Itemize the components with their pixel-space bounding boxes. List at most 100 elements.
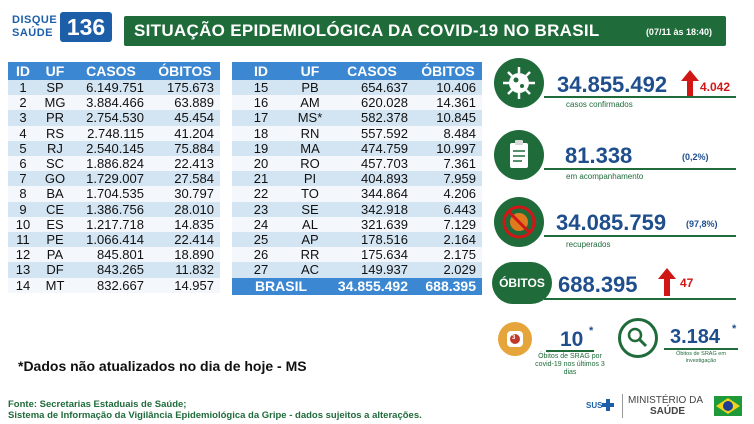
table-row: 21 PI 404.893 7.959 xyxy=(232,171,482,187)
investigation-label: Óbitos de SRAG em investigação xyxy=(676,351,726,364)
cell-uf: AC xyxy=(290,262,330,278)
table-row: 8 BA 1.704.535 30.797 xyxy=(8,186,220,202)
states-table-right: ID UF CASOS ÓBITOS 15 PB 654.637 10.406 16 AM… xyxy=(232,62,482,295)
cell-uf: MT xyxy=(38,277,72,293)
cell-obitos: 14.835 xyxy=(150,216,220,233)
divider xyxy=(544,298,736,300)
table-row: 18 RN 557.592 8.484 xyxy=(232,125,482,141)
cell-casos: 845.801 xyxy=(72,247,150,263)
cell-obitos: 10.997 xyxy=(414,140,482,157)
cell-uf: PR xyxy=(38,110,72,126)
cell-casos: 1.704.535 xyxy=(72,186,150,202)
cell-uf: SE xyxy=(290,201,330,217)
col-casos: CASOS xyxy=(72,62,150,80)
recovered-value: 34.085.759 xyxy=(556,210,667,235)
table-row: 3 PR 2.754.530 45.454 xyxy=(8,110,220,126)
logo-divider xyxy=(622,394,623,418)
cell-id: 15 xyxy=(232,80,290,96)
cell-obitos: 2.029 xyxy=(414,262,482,278)
sus-label: SUS xyxy=(586,401,603,410)
disque-saude-logo: DISQUE SAÚDE 136 xyxy=(8,12,112,44)
cell-obitos: 175.673 xyxy=(150,80,220,96)
table-row: 20 RO 457.703 7.361 xyxy=(232,156,482,172)
cell-id: 21 xyxy=(232,171,290,187)
table-row: 11 PE 1.066.414 22.414 xyxy=(8,232,220,248)
cell-uf: AP xyxy=(290,232,330,248)
ministry-logo: SUS MINISTÉRIO DA SAÚDE xyxy=(586,394,746,418)
cell-obitos: 28.010 xyxy=(150,201,220,217)
deaths-value: 688.395 xyxy=(558,272,638,297)
cell-id: 19 xyxy=(232,140,290,157)
cell-casos: 2.754.530 xyxy=(72,110,150,126)
cell-obitos: 10.845 xyxy=(414,110,482,126)
investigation-mark: * xyxy=(732,323,737,335)
table-row: 15 PB 654.637 10.406 xyxy=(232,80,482,96)
cell-id: 5 xyxy=(8,140,38,157)
cell-uf: RO xyxy=(290,156,330,172)
cell-casos: 474.759 xyxy=(330,140,414,157)
table-header: ID UF CASOS ÓBITOS xyxy=(232,62,482,80)
cell-id: 4 xyxy=(8,125,38,141)
cell-id: 2 xyxy=(8,95,38,111)
cell-uf: RN xyxy=(290,125,330,141)
cell-casos: 620.028 xyxy=(330,95,414,111)
cell-obitos: 41.204 xyxy=(150,125,220,141)
col-casos: CASOS xyxy=(330,62,414,80)
cell-id: 17 xyxy=(232,110,290,126)
divider xyxy=(664,348,738,350)
cell-casos: 6.149.751 xyxy=(72,80,150,96)
cell-id: 27 xyxy=(232,262,290,278)
cell-uf: PA xyxy=(38,247,72,263)
cell-obitos: 11.832 xyxy=(150,262,220,278)
divider xyxy=(544,96,736,98)
virus-icon xyxy=(494,58,544,108)
recovered-label: recuperados xyxy=(566,240,611,249)
table-row: 25 AP 178.516 2.164 xyxy=(232,232,482,248)
cell-uf: AM xyxy=(290,95,330,111)
cell-uf: BA xyxy=(38,186,72,202)
cell-id: 18 xyxy=(232,125,290,141)
cell-id: 22 xyxy=(232,186,290,202)
cell-obitos: 6.443 xyxy=(414,201,482,217)
cell-uf: MA xyxy=(290,140,330,157)
cell-id: 6 xyxy=(8,156,38,172)
cell-uf: PE xyxy=(38,232,72,248)
brazil-flag-icon xyxy=(714,396,742,416)
logo-number: 136 xyxy=(60,12,112,42)
deaths-badge: ÓBITOS xyxy=(492,262,552,304)
cell-obitos: 7.129 xyxy=(414,216,482,233)
up-arrow-icon xyxy=(658,268,676,296)
cell-casos: 149.937 xyxy=(330,262,414,278)
divider xyxy=(544,235,736,237)
footer-line1: Fonte: Secretarias Estaduais de Saúde; xyxy=(8,399,187,410)
cell-id: 16 xyxy=(232,95,290,111)
cell-id: 24 xyxy=(232,216,290,233)
monitoring-pct: (0,2%) xyxy=(682,152,709,162)
cell-uf: MS* xyxy=(290,110,330,126)
confirmed-value: 34.855.492 xyxy=(557,72,668,97)
cell-obitos: 22.414 xyxy=(150,232,220,248)
cell-uf: ES xyxy=(38,216,72,233)
cell-uf: TO xyxy=(290,186,330,202)
table-row: 10 ES 1.217.718 14.835 xyxy=(8,216,220,233)
footer-line2: Sistema de Informação da Vigilância Epid… xyxy=(8,410,422,421)
recovered-pct: (97,8%) xyxy=(686,219,718,229)
cell-id: 14 xyxy=(8,277,38,293)
monitoring-value: 81.338 xyxy=(565,143,633,168)
cell-obitos: 75.884 xyxy=(150,140,220,157)
cell-casos: 1.217.718 xyxy=(72,216,150,233)
cell-obitos: 18.890 xyxy=(150,247,220,263)
table-header: ID UF CASOS ÓBITOS xyxy=(8,62,220,80)
cell-casos: 404.893 xyxy=(330,171,414,187)
no-virus-icon xyxy=(494,197,544,247)
investigation-value: 3.184 xyxy=(670,326,721,348)
table-row: 22 TO 344.864 4.206 xyxy=(232,186,482,202)
cell-id: 26 xyxy=(232,247,290,263)
table-row: 4 RS 2.748.115 41.204 xyxy=(8,125,220,141)
clipboard-icon xyxy=(494,130,544,180)
cell-casos: 2.748.115 xyxy=(72,125,150,141)
total-obitos: 688.395 xyxy=(414,277,482,295)
cell-id: 3 xyxy=(8,110,38,126)
cell-uf: RJ xyxy=(38,140,72,157)
cell-casos: 175.634 xyxy=(330,247,414,263)
